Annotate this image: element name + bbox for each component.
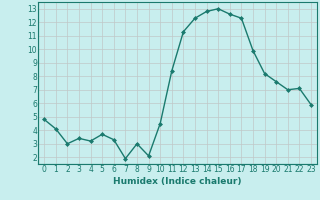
X-axis label: Humidex (Indice chaleur): Humidex (Indice chaleur)	[113, 177, 242, 186]
